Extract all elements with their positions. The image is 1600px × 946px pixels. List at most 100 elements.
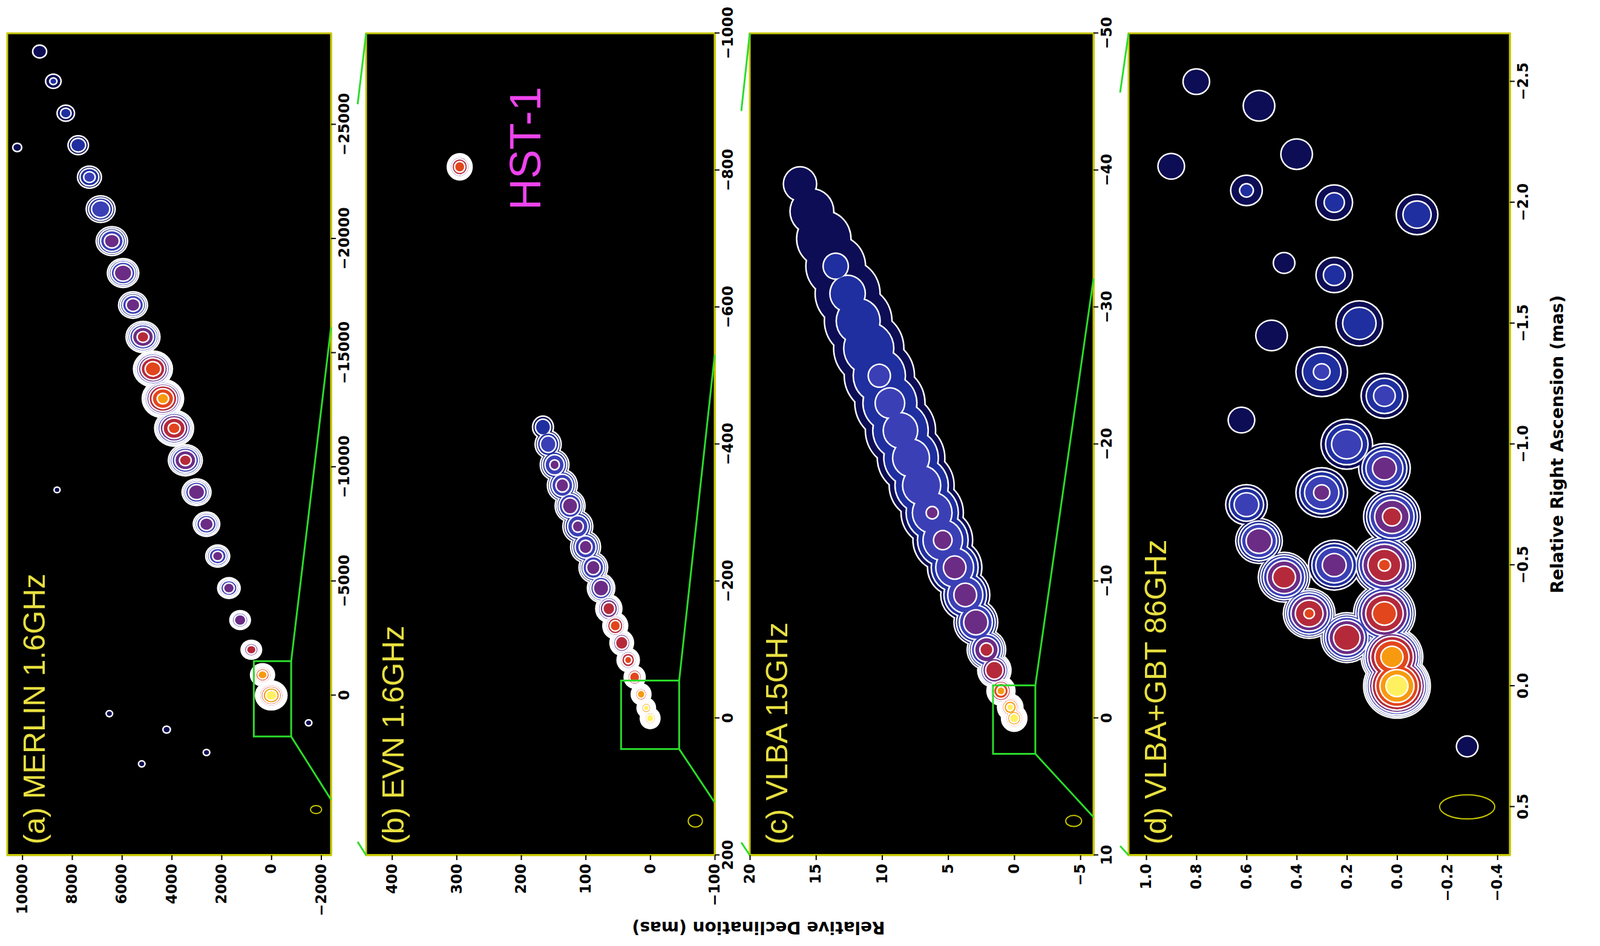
contour-fill bbox=[603, 602, 614, 614]
tick: 0 bbox=[642, 855, 660, 874]
contour-line bbox=[1229, 174, 1263, 207]
contour-line bbox=[1335, 300, 1384, 347]
tick-mark bbox=[1013, 855, 1015, 860]
contour-line bbox=[1379, 668, 1415, 704]
tick-label: −50 bbox=[1098, 16, 1116, 50]
contour-fill bbox=[208, 547, 228, 565]
contour-line bbox=[1227, 406, 1256, 434]
contour-level bbox=[1272, 506, 1423, 711]
contour-line bbox=[1380, 645, 1404, 669]
contour-fill bbox=[1362, 447, 1407, 489]
contour-fill bbox=[96, 227, 127, 255]
tick-mark bbox=[1509, 322, 1515, 324]
tick-mark bbox=[456, 855, 458, 860]
contour-line bbox=[1237, 520, 1281, 562]
contour-line bbox=[1381, 506, 1403, 527]
tick-label: −600 bbox=[719, 285, 737, 328]
contour-fill bbox=[1380, 669, 1414, 702]
contour-level bbox=[867, 363, 1027, 732]
tick-mark bbox=[714, 717, 720, 719]
contour-line bbox=[1279, 137, 1314, 171]
contour-fill bbox=[1336, 301, 1383, 345]
contour-fill bbox=[266, 691, 276, 700]
contour-level bbox=[448, 154, 660, 728]
contour-level bbox=[449, 156, 660, 728]
contour-fill bbox=[243, 642, 260, 657]
contour-fill bbox=[1239, 521, 1280, 560]
contour-line bbox=[113, 263, 134, 282]
contour-line bbox=[1360, 372, 1409, 420]
tick-mark bbox=[220, 855, 223, 860]
contour-line bbox=[609, 619, 622, 632]
zoom bbox=[993, 33, 1129, 856]
zoom-line bbox=[357, 841, 367, 856]
frame bbox=[1128, 33, 1510, 856]
contour-fill bbox=[128, 323, 158, 351]
contour-fill bbox=[139, 761, 145, 767]
contour-line bbox=[1365, 594, 1404, 632]
contour-level bbox=[642, 704, 655, 723]
contour-line bbox=[619, 650, 637, 670]
zoom-line bbox=[291, 327, 332, 662]
contour-level bbox=[782, 165, 1028, 732]
contour-line bbox=[85, 194, 116, 223]
contour-fill bbox=[645, 713, 655, 724]
contour-line bbox=[252, 665, 273, 685]
tick-mark bbox=[749, 855, 751, 860]
contour-line bbox=[1395, 193, 1439, 236]
contour-line bbox=[99, 229, 125, 253]
contour-fill bbox=[536, 419, 551, 435]
contour-line bbox=[453, 160, 466, 173]
contour-fill bbox=[1288, 593, 1330, 634]
contour-line bbox=[1371, 600, 1398, 626]
contour-fill bbox=[50, 78, 56, 85]
tick-label: 0 bbox=[719, 712, 737, 724]
contour-line bbox=[218, 577, 240, 598]
contour-fill bbox=[616, 637, 627, 649]
contour-line bbox=[199, 516, 215, 531]
contour-level bbox=[822, 252, 1027, 732]
contour-fill bbox=[576, 536, 596, 558]
beam bbox=[1439, 794, 1495, 819]
contour-fill bbox=[449, 155, 471, 179]
contour-fill bbox=[980, 643, 992, 656]
contour-fill bbox=[135, 352, 171, 385]
contour-line bbox=[867, 363, 891, 388]
tick-mark bbox=[391, 855, 393, 860]
tick-mark bbox=[947, 855, 949, 860]
contour-fill bbox=[641, 702, 652, 714]
contour-fill bbox=[452, 159, 467, 175]
contour-line bbox=[822, 252, 850, 281]
tick: −0.5 bbox=[1509, 545, 1532, 584]
contour-fill bbox=[1300, 472, 1343, 514]
contour-fill bbox=[868, 364, 890, 387]
tick-mark bbox=[1093, 443, 1099, 445]
contour-line bbox=[1332, 623, 1361, 652]
tick-label: −5000 bbox=[335, 554, 353, 607]
contour-line bbox=[626, 669, 643, 686]
contour-fill bbox=[127, 321, 160, 352]
contour-fill bbox=[1256, 320, 1287, 350]
contour-line bbox=[1224, 483, 1268, 526]
contour-fill bbox=[306, 720, 312, 725]
contour-line bbox=[544, 453, 565, 476]
contour-fill bbox=[1354, 536, 1415, 595]
tick-mark bbox=[1509, 563, 1515, 566]
contour-line bbox=[1362, 488, 1421, 545]
tick-mark bbox=[1093, 306, 1099, 308]
contour-line bbox=[304, 718, 313, 727]
contour-line bbox=[953, 582, 978, 607]
tick-mark bbox=[1509, 80, 1515, 82]
contour-fill bbox=[195, 514, 218, 535]
contour-fill bbox=[642, 703, 651, 713]
contour-fill bbox=[537, 433, 558, 455]
contour-line bbox=[1182, 67, 1211, 96]
contour-line bbox=[1455, 735, 1479, 758]
contour-fill bbox=[1004, 701, 1016, 713]
tick-mark bbox=[1346, 855, 1348, 860]
contour-fill bbox=[111, 262, 135, 284]
contour-fill bbox=[108, 259, 138, 287]
tick-mark bbox=[1296, 855, 1298, 860]
contour-fill bbox=[1314, 364, 1330, 379]
contour-fill bbox=[556, 479, 569, 492]
